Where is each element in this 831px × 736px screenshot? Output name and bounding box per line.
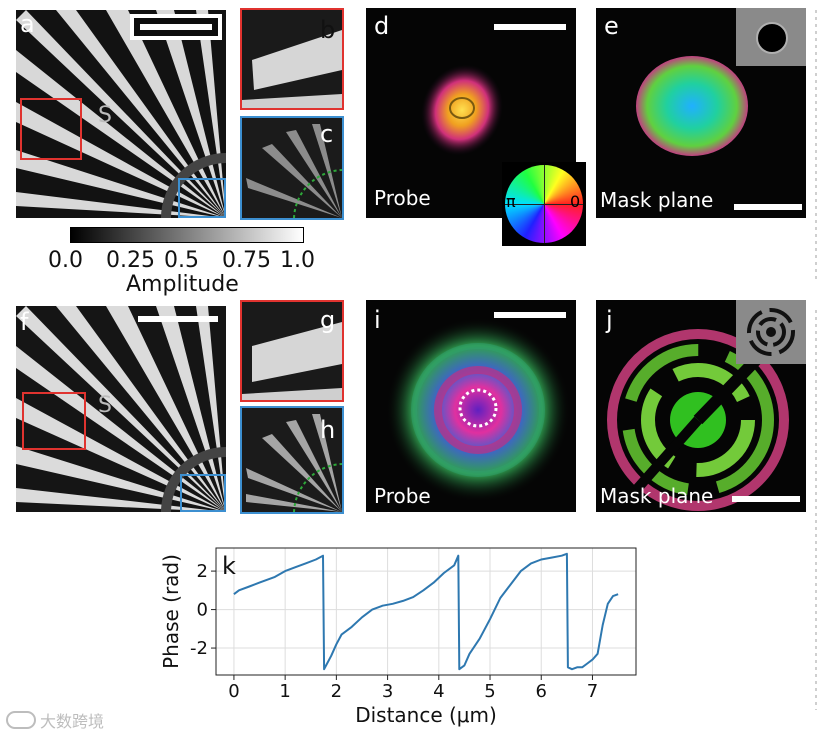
x-tick-label: 7 bbox=[587, 681, 598, 702]
watermark-text: 大数跨境 bbox=[40, 712, 105, 731]
mask-plane-caption-e: Mask plane bbox=[600, 188, 714, 212]
colorbar-tick-label: 1.0 bbox=[280, 248, 315, 273]
probe-image-i bbox=[386, 318, 570, 502]
panel-b-zoom: b bbox=[240, 8, 344, 110]
phase-color-wheel: π 0 bbox=[502, 162, 586, 246]
scale-bar-a-line bbox=[140, 24, 212, 30]
watermark: 大数跨境 bbox=[6, 708, 104, 732]
y-tick-label: 0 bbox=[197, 600, 208, 621]
siemens-star-image-f: S bbox=[16, 306, 226, 512]
chart-frame bbox=[215, 547, 637, 676]
mask-plane-image-j bbox=[607, 329, 789, 511]
x-tick-label: 1 bbox=[279, 681, 290, 702]
zoom-box-blue-a bbox=[178, 178, 226, 218]
probe-image-d bbox=[421, 64, 503, 156]
watermark-logo-icon bbox=[6, 711, 36, 729]
scale-bar-i bbox=[494, 312, 566, 318]
panel-label-a: a bbox=[20, 10, 35, 38]
panel-label-b: b bbox=[320, 16, 336, 44]
panel-h-zoom: h bbox=[240, 406, 344, 514]
right-dashed-divider-top bbox=[815, 10, 817, 280]
panel-i-probe: i Probe bbox=[366, 300, 576, 512]
phase-series-line bbox=[233, 552, 619, 671]
panel-label-k: k bbox=[222, 552, 236, 580]
zoom-image-c bbox=[242, 118, 342, 218]
scale-bar-f bbox=[138, 316, 218, 322]
phase-wheel-zero-label: 0 bbox=[570, 192, 581, 211]
panel-a-sample: S a bbox=[16, 10, 226, 218]
zoom-box-red-a bbox=[20, 98, 82, 160]
x-tick-label: 4 bbox=[433, 681, 444, 702]
siemens-star-image-a: S bbox=[16, 10, 226, 218]
panel-f-sample: S f bbox=[16, 306, 226, 512]
panel-e-mask-plane: e Mask plane bbox=[596, 8, 806, 218]
mask-plane-caption-j: Mask plane bbox=[600, 484, 714, 508]
panel-label-f: f bbox=[20, 308, 29, 336]
y-tick-label: -2 bbox=[190, 638, 208, 659]
colorbar-tick-label: 0.75 bbox=[222, 248, 271, 273]
x-tick-label: 3 bbox=[382, 681, 393, 702]
panel-label-e: e bbox=[604, 12, 619, 40]
mask-plane-image-e bbox=[636, 56, 748, 156]
colorbar-label: Amplitude bbox=[126, 272, 239, 297]
probe-caption-i: Probe bbox=[374, 484, 431, 508]
amplitude-colorbar bbox=[70, 227, 304, 243]
zoom-image-b bbox=[242, 10, 342, 108]
mask-inset-e bbox=[736, 8, 806, 66]
panel-j-mask-plane: j Mask plane bbox=[596, 300, 806, 512]
colorbar-tick-label: 0.5 bbox=[164, 248, 199, 273]
x-tick-label: 2 bbox=[331, 681, 342, 702]
scale-bar-e bbox=[734, 204, 802, 210]
y-axis-title: Phase (rad) bbox=[159, 554, 183, 669]
panel-label-c: c bbox=[320, 120, 334, 148]
zoom-image-h bbox=[242, 408, 342, 512]
zoom-image-g bbox=[242, 302, 342, 400]
x-tick-label: 5 bbox=[484, 681, 495, 702]
x-axis-title: Distance (μm) bbox=[355, 703, 497, 727]
panel-label-j: j bbox=[606, 306, 613, 334]
panel-label-h: h bbox=[320, 416, 336, 444]
colorbar-tick-label: 0.0 bbox=[48, 248, 83, 273]
x-tick-label: 6 bbox=[536, 681, 547, 702]
probe-caption-d: Probe bbox=[374, 186, 431, 210]
scale-bar-j bbox=[732, 496, 800, 502]
zoom-box-blue-f bbox=[180, 474, 226, 512]
panel-label-g: g bbox=[320, 306, 336, 334]
right-dashed-divider-bottom bbox=[815, 310, 817, 710]
scale-bar-d bbox=[494, 24, 566, 30]
svg-text:S: S bbox=[98, 393, 112, 418]
svg-text:S: S bbox=[98, 103, 112, 128]
panel-g-zoom: g bbox=[240, 300, 344, 402]
colorbar-tick-label: 0.25 bbox=[106, 248, 155, 273]
x-tick-label: 0 bbox=[228, 681, 239, 702]
panel-c-zoom: c bbox=[240, 116, 344, 220]
mask-inset-j bbox=[736, 300, 806, 364]
panel-label-i: i bbox=[374, 306, 381, 334]
panel-label-d: d bbox=[374, 12, 390, 40]
zoom-box-red-f bbox=[22, 392, 86, 450]
y-tick-label: 2 bbox=[197, 561, 208, 582]
phase-wheel-pi-label: π bbox=[506, 192, 516, 211]
